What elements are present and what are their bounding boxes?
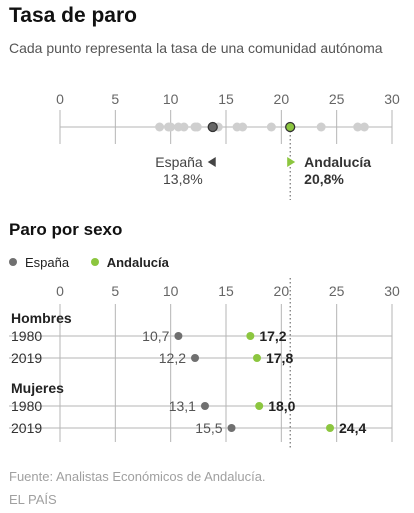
region-point [353,122,363,132]
andalucia-point [285,121,296,133]
spain-annotation-value: 13,8% [163,171,203,187]
footer: Fuente: Analistas Económicos de Andalucí… [9,465,266,511]
andalucia-point [252,354,261,362]
legend-item-andalucia: Andalucía [90,254,169,270]
group-label: Mujeres [11,380,64,396]
x-tick-label: 5 [111,91,119,107]
region-point [238,122,248,132]
legend-dot-spain [9,258,17,266]
chart-title: Tasa de paro [9,4,137,27]
andalucia-value-label: 17,8 [266,350,293,366]
spain-point [227,424,236,432]
region-point [316,122,326,132]
andalucia-point [255,402,264,410]
andalucia-annotation-value: 20,8% [304,171,344,187]
spain-value-label: 15,5 [195,420,222,436]
region-point [359,122,369,132]
x-tick-label: 25 [329,283,345,299]
andalucia-value-label: 24,4 [339,420,366,436]
year-label: 2019 [11,420,42,436]
andalucia-point [246,332,255,340]
publisher-credit: EL PAÍS [9,492,57,507]
x-tick-label: 10 [163,91,179,107]
andalucia-arrow [287,157,296,167]
group-label: Hombres [11,310,72,326]
x-tick-label: 0 [56,91,64,107]
source-note: Fuente: Analistas Económicos de Andalucí… [9,469,266,484]
andalucia-annotation-label: Andalucía [304,154,371,170]
spain-point [200,402,209,410]
spain-point [191,354,200,362]
x-tick-label: 5 [111,283,119,299]
spain-value-label: 12,2 [159,350,186,366]
region-point [179,122,189,132]
region-point [266,122,276,132]
spain-value-label: 13,1 [169,398,196,414]
legend: España Andalucía [9,254,187,274]
x-tick-label: 10 [163,283,179,299]
region-point [166,122,176,132]
x-tick-label: 20 [274,91,290,107]
spain-annotation-label: España [155,154,203,170]
andalucia-point [326,424,335,432]
region-point [192,122,202,132]
spain-point [207,121,218,133]
x-tick-label: 15 [218,283,234,299]
x-tick-label: 15 [218,91,234,107]
x-tick-label: 0 [56,283,64,299]
year-label: 1980 [11,398,42,414]
andalucia-value-label: 18,0 [268,398,295,414]
legend-dot-andalucia [90,258,99,266]
x-tick-label: 30 [384,91,400,107]
region-point [155,122,165,132]
x-tick-label: 20 [274,283,290,299]
year-label: 1980 [11,328,42,344]
legend-label-spain: España [25,254,70,270]
x-tick-label: 25 [329,91,345,107]
x-tick-label: 30 [384,283,400,299]
legend-label-andalucia: Andalucía [106,254,169,270]
unemployment-by-sex-chart: 0 5 10 15 20 25 30 Hombres 1980 10,7 17,2 2019 12,2 1… [9,278,400,448]
spain-arrow [207,157,216,167]
section-title-sex: Paro por sexo [9,220,123,239]
andalucia-value-label: 17,2 [259,328,286,344]
chart-subtitle: Cada punto representa la tasa de una com… [9,40,383,56]
spain-value-label: 10,7 [142,328,169,344]
year-label: 2019 [11,350,42,366]
legend-item-spain: España [9,255,69,270]
spain-point [174,332,183,340]
